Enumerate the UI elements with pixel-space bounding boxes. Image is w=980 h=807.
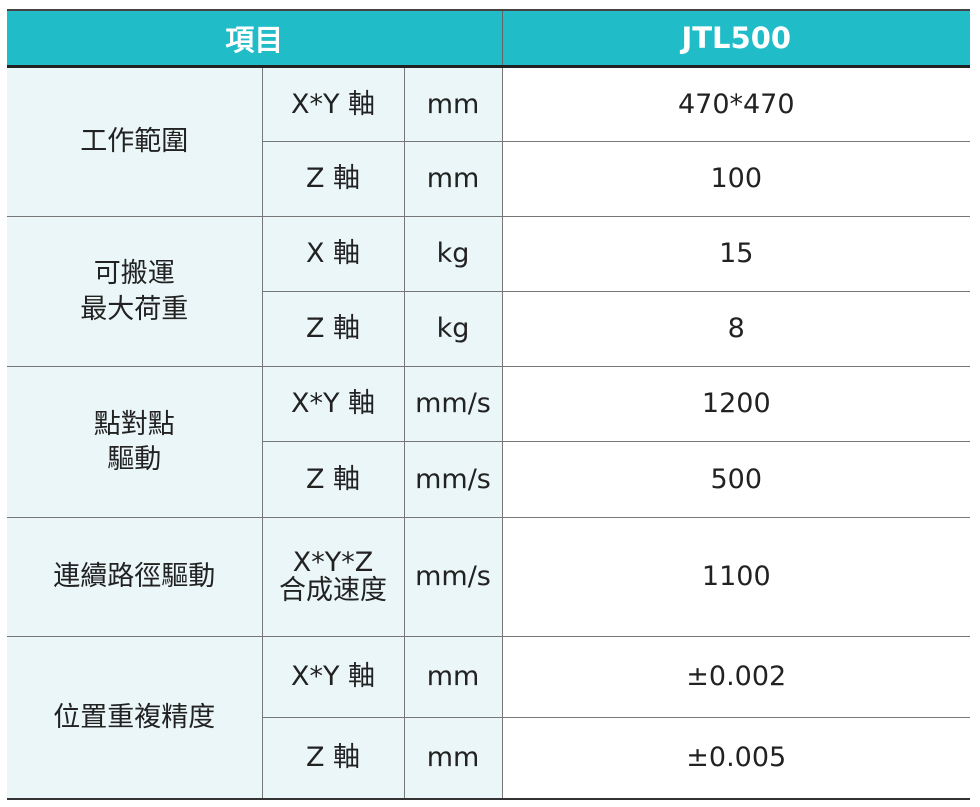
axis-cell: Z 軸 bbox=[262, 441, 405, 518]
group-label: 工作範圍 bbox=[7, 66, 263, 217]
header-item: 項目 bbox=[7, 9, 503, 68]
unit-cell: mm/s bbox=[403, 441, 503, 518]
table-row: 可搬運 最大荷重 X 軸 kg 15 bbox=[7, 216, 971, 367]
axis-cell: Z 軸 bbox=[262, 141, 405, 217]
axis-cell: Z 軸 bbox=[262, 717, 405, 800]
table-row: Z 軸 mm/s 500 bbox=[7, 441, 971, 518]
value-cell: 100 bbox=[501, 141, 971, 217]
value-cell: 1100 bbox=[501, 517, 971, 637]
unit-cell: kg bbox=[403, 291, 503, 367]
value-cell: 1200 bbox=[501, 366, 971, 442]
group-label: 連續路徑驅動 bbox=[7, 517, 263, 637]
unit-cell: mm/s bbox=[403, 517, 503, 637]
value-cell: 8 bbox=[501, 291, 971, 367]
axis-cell: X 軸 bbox=[261, 216, 405, 292]
table-row: Z 軸 kg 8 bbox=[7, 291, 971, 367]
unit-cell: mm/s bbox=[403, 366, 503, 442]
group-label: 可搬運 最大荷重 bbox=[7, 216, 263, 367]
unit-cell: mm bbox=[403, 636, 503, 718]
group-label: 位置重複精度 bbox=[7, 636, 263, 800]
value-cell: 500 bbox=[501, 441, 971, 518]
value-cell: ±0.005 bbox=[501, 717, 971, 800]
table-row: 連續路徑驅動 X*Y*Z 合成速度 mm/s 1100 bbox=[7, 517, 971, 637]
table-row: Z 軸 mm ±0.005 bbox=[7, 717, 971, 800]
unit-cell: mm bbox=[403, 717, 503, 800]
header-row: 項目 JTL500 bbox=[7, 9, 971, 68]
unit-cell: mm bbox=[403, 141, 503, 217]
axis-cell: X*Y 軸 bbox=[261, 366, 405, 442]
table-row: 點對點 驅動 X*Y 軸 mm/s 1200 bbox=[7, 366, 971, 518]
value-cell: 470*470 bbox=[501, 66, 971, 142]
axis-cell: X*Y*Z 合成速度 bbox=[261, 517, 405, 637]
axis-cell: Z 軸 bbox=[262, 291, 405, 367]
unit-cell: kg bbox=[403, 216, 503, 292]
table-row: 工作範圍 X*Y 軸 mm 470*470 bbox=[7, 66, 971, 217]
value-cell: 15 bbox=[501, 216, 971, 292]
spec-table: 項目 JTL500 工作範圍 X*Y 軸 mm 470*470 Z 軸 mm 100 可搬運 … bbox=[7, 9, 971, 800]
table-row: Z 軸 mm 100 bbox=[7, 141, 971, 217]
axis-cell: X*Y 軸 bbox=[261, 636, 405, 718]
axis-cell: X*Y 軸 bbox=[261, 66, 405, 142]
value-cell: ±0.002 bbox=[501, 636, 971, 718]
header-model: JTL500 bbox=[501, 9, 971, 68]
group-label: 點對點 驅動 bbox=[7, 366, 263, 518]
table-row: 位置重複精度 X*Y 軸 mm ±0.002 bbox=[7, 636, 971, 800]
unit-cell: mm bbox=[403, 66, 503, 142]
